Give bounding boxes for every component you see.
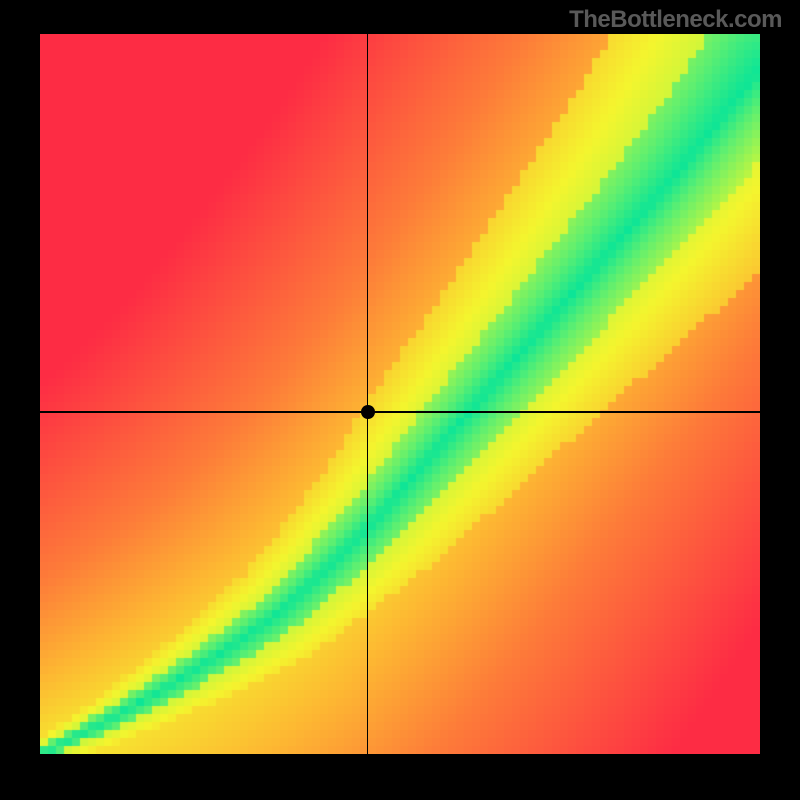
heatmap-plot — [40, 34, 760, 754]
crosshair-horizontal — [40, 411, 760, 413]
heatmap-canvas — [40, 34, 760, 754]
watermark-text: TheBottleneck.com — [569, 6, 782, 34]
crosshair-marker — [361, 405, 375, 419]
crosshair-vertical — [367, 34, 369, 754]
